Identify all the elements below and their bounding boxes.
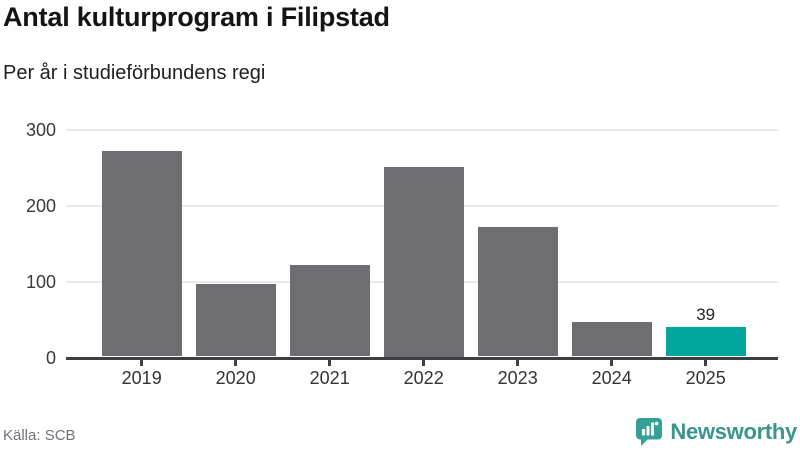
x-axis-label-2020: 2020: [215, 368, 256, 388]
x-axis-label-2025: 2025: [685, 368, 726, 388]
y-axis-label-300: 300: [25, 120, 56, 140]
y-axis-label-0: 0: [45, 348, 56, 368]
bar-2025: [665, 326, 746, 357]
bar-2022: [383, 166, 464, 357]
gridline-300: [66, 129, 778, 131]
newsworthy-speech-bubble-chart-icon: [636, 418, 663, 446]
y-axis-label-200: 200: [25, 196, 56, 216]
x-axis-tick-2024: [610, 359, 614, 366]
bar-2021: [289, 265, 370, 357]
bar-2020: [195, 284, 276, 357]
x-axis-tick-2025: [704, 359, 708, 366]
newsworthy-logo: Newsworthy: [635, 417, 797, 446]
bar-2024: [571, 321, 652, 357]
chart-subtitle: Per år i studieförbundens regi: [3, 62, 266, 84]
x-axis-tick-2021: [328, 359, 332, 366]
bar-2019: [101, 151, 182, 357]
x-axis-label-2024: 2024: [591, 368, 632, 388]
source-note: Källa: SCB: [3, 427, 76, 444]
x-axis-tick-2023: [516, 359, 520, 366]
bar-value-label-2025: 39: [696, 304, 716, 324]
x-axis-line: [66, 356, 778, 360]
x-axis-label-2019: 2019: [121, 368, 162, 388]
bar-2023: [477, 227, 558, 357]
chart-title: Antal kulturprogram i Filipstad: [3, 2, 390, 32]
x-axis-tick-2020: [234, 359, 238, 366]
x-axis-tick-2019: [140, 359, 144, 366]
x-axis-label-2022: 2022: [403, 368, 444, 388]
y-axis-label-100: 100: [25, 272, 56, 292]
x-axis-label-2023: 2023: [497, 368, 538, 388]
x-axis-tick-2022: [422, 359, 426, 366]
newsworthy-wordmark: Newsworthy: [670, 418, 797, 444]
x-axis-label-2021: 2021: [309, 368, 350, 388]
